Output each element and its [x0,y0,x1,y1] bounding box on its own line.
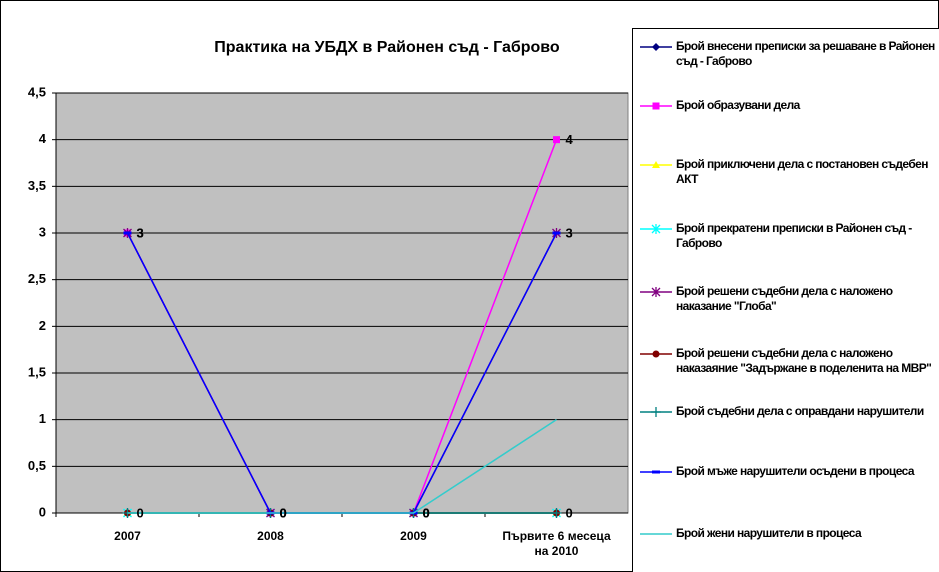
x-tick-label: 2009 [400,529,427,543]
plot-area [55,92,629,514]
legend-entry: Брой жени нарушители в процеса [676,526,862,540]
y-tick-label: 3,5 [28,178,46,193]
data-label: 0 [423,505,430,520]
legend-entry: Брой приключени дела с постановен съдебе… [676,157,928,186]
legend-box [632,28,939,572]
data-label: 4 [566,132,574,147]
legend-entry: Брой решени съдебни дела с наложено нака… [676,346,932,375]
data-label: 0 [423,505,430,520]
x-tick-label: 2008 [257,529,284,543]
data-label: 3 [566,225,573,240]
legend-entry: Брой внесени преписки за решаване в Райо… [676,39,935,68]
legend-marker [652,350,660,358]
legend-entry: Брой решени съдебни дела с наложено нака… [676,284,893,313]
y-tick-label: 4,5 [28,84,46,99]
y-tick-label: 0 [39,504,46,519]
series-8 [127,419,557,514]
data-label: 3 [137,225,144,240]
legend-marker [652,161,660,168]
legend-entry: Брой съдебни дела с оправдани нарушители [676,404,924,418]
data-label: 0 [280,505,287,520]
legend-marker [652,43,660,51]
series-line [127,419,557,514]
y-tick-label: 1,5 [28,364,46,379]
y-tick-label: 0,5 [28,458,46,473]
data-label: 3 [137,225,144,240]
data-label: 0 [280,505,287,520]
x-tick-label: Първите 6 месеца на 2010 [502,529,611,558]
data-point [553,136,560,144]
legend-entry: Брой мъже нарушители осъдени в процеса [676,464,915,478]
legend-entry: Брой прекратени преписки в Районен съд -… [676,221,912,250]
legend-marker [652,470,660,474]
data-point [551,508,562,518]
data-point [552,231,561,235]
y-tick-label: 4 [39,131,47,146]
data-point [123,231,132,235]
y-tick-label: 2 [39,318,46,333]
data-label: 0 [280,505,287,520]
y-tick-label: 2,5 [28,271,46,286]
legend-marker [652,102,660,110]
data-label: 0 [423,505,430,520]
y-tick-label: 1 [39,411,46,426]
x-tick-label: 2007 [114,529,141,543]
legend-marker [651,287,661,297]
data-label: 0 [566,505,573,520]
legend-marker [651,407,661,417]
legend-entry: Брой образувани дела [676,98,800,112]
legend-marker [651,224,661,234]
data-label: 0 [137,505,144,520]
chart-title: Практика на УБДХ в Районен съд - Габрово [214,39,560,56]
y-tick-label: 3 [39,224,46,239]
